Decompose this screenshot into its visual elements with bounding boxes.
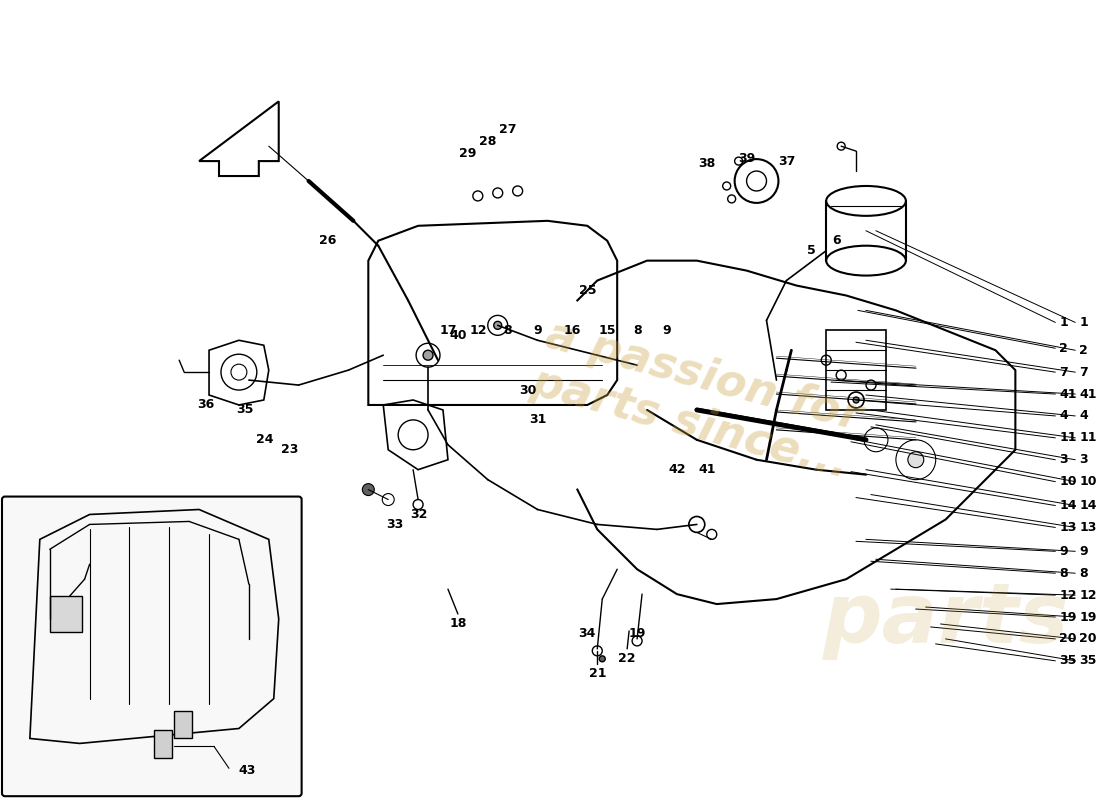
- Text: 8: 8: [504, 324, 512, 337]
- Text: 21: 21: [588, 667, 606, 680]
- Text: 10: 10: [1079, 475, 1097, 488]
- Text: 19: 19: [1079, 610, 1097, 623]
- Text: 9: 9: [534, 324, 542, 337]
- Text: 43: 43: [239, 764, 256, 777]
- Bar: [174, 710, 192, 738]
- Text: 1: 1: [1059, 316, 1068, 329]
- Text: 12: 12: [1059, 589, 1077, 602]
- FancyBboxPatch shape: [2, 497, 301, 796]
- Text: 41: 41: [1079, 387, 1097, 401]
- Text: 18: 18: [449, 618, 466, 630]
- Text: 35: 35: [1059, 654, 1077, 667]
- Text: 17: 17: [439, 324, 456, 337]
- Text: 42: 42: [668, 463, 685, 476]
- Text: 12: 12: [1079, 589, 1097, 602]
- Text: 19: 19: [1059, 610, 1077, 623]
- Bar: [154, 730, 173, 758]
- Text: 34: 34: [579, 627, 596, 641]
- Text: 41: 41: [698, 463, 715, 476]
- Circle shape: [600, 656, 605, 662]
- Text: 6: 6: [832, 234, 840, 247]
- Text: 16: 16: [563, 324, 581, 337]
- Text: 2: 2: [1059, 342, 1068, 354]
- Text: 9: 9: [1059, 545, 1068, 558]
- Text: 20: 20: [1079, 633, 1097, 646]
- Text: 1: 1: [1079, 316, 1088, 329]
- Text: 14: 14: [1059, 499, 1077, 512]
- Text: 13: 13: [1079, 521, 1097, 534]
- Text: 14: 14: [1079, 499, 1097, 512]
- Text: 8: 8: [1079, 566, 1088, 580]
- Text: 7: 7: [1079, 366, 1088, 378]
- Text: 10: 10: [1059, 475, 1077, 488]
- Text: 28: 28: [480, 134, 496, 148]
- Text: 2: 2: [1079, 344, 1088, 357]
- Text: 22: 22: [618, 652, 636, 666]
- Text: 13: 13: [1059, 521, 1077, 534]
- Text: 19: 19: [628, 627, 646, 641]
- Circle shape: [424, 350, 433, 360]
- Text: 29: 29: [459, 146, 476, 160]
- Text: 12: 12: [469, 324, 486, 337]
- Text: 3: 3: [1079, 454, 1088, 466]
- Text: 7: 7: [1059, 366, 1068, 378]
- Text: 36: 36: [197, 398, 215, 411]
- Circle shape: [362, 484, 374, 495]
- Text: 11: 11: [1059, 431, 1077, 444]
- Bar: [826, 330, 886, 410]
- Text: 33: 33: [386, 518, 404, 531]
- Text: 30: 30: [519, 383, 537, 397]
- Circle shape: [908, 452, 924, 468]
- Text: 35: 35: [236, 403, 254, 417]
- Text: 35: 35: [1079, 654, 1097, 667]
- Text: 25: 25: [579, 284, 596, 297]
- Text: 40: 40: [449, 329, 466, 342]
- Text: 31: 31: [529, 414, 547, 426]
- Bar: [50, 596, 81, 632]
- Text: 5: 5: [807, 244, 816, 257]
- Text: 9: 9: [662, 324, 671, 337]
- Text: parts: parts: [823, 578, 1069, 659]
- Text: 27: 27: [499, 122, 516, 136]
- Text: 37: 37: [778, 154, 795, 167]
- Text: 3: 3: [1059, 454, 1068, 466]
- Text: 4: 4: [1059, 410, 1068, 422]
- Circle shape: [854, 397, 859, 403]
- Text: 4: 4: [1079, 410, 1088, 422]
- Text: a passion for
parts since...: a passion for parts since...: [527, 313, 867, 487]
- Text: 38: 38: [698, 157, 715, 170]
- Text: 32: 32: [410, 508, 428, 521]
- Text: 8: 8: [632, 324, 641, 337]
- Text: 26: 26: [319, 234, 337, 247]
- Text: 15: 15: [598, 324, 616, 337]
- Circle shape: [494, 322, 502, 330]
- Text: 20: 20: [1059, 633, 1077, 646]
- Text: 9: 9: [1079, 545, 1088, 558]
- Text: 11: 11: [1079, 431, 1097, 444]
- Text: 39: 39: [738, 152, 756, 165]
- Text: 8: 8: [1059, 566, 1068, 580]
- Text: 23: 23: [282, 443, 298, 456]
- Text: 41: 41: [1059, 387, 1077, 401]
- Text: 24: 24: [256, 434, 274, 446]
